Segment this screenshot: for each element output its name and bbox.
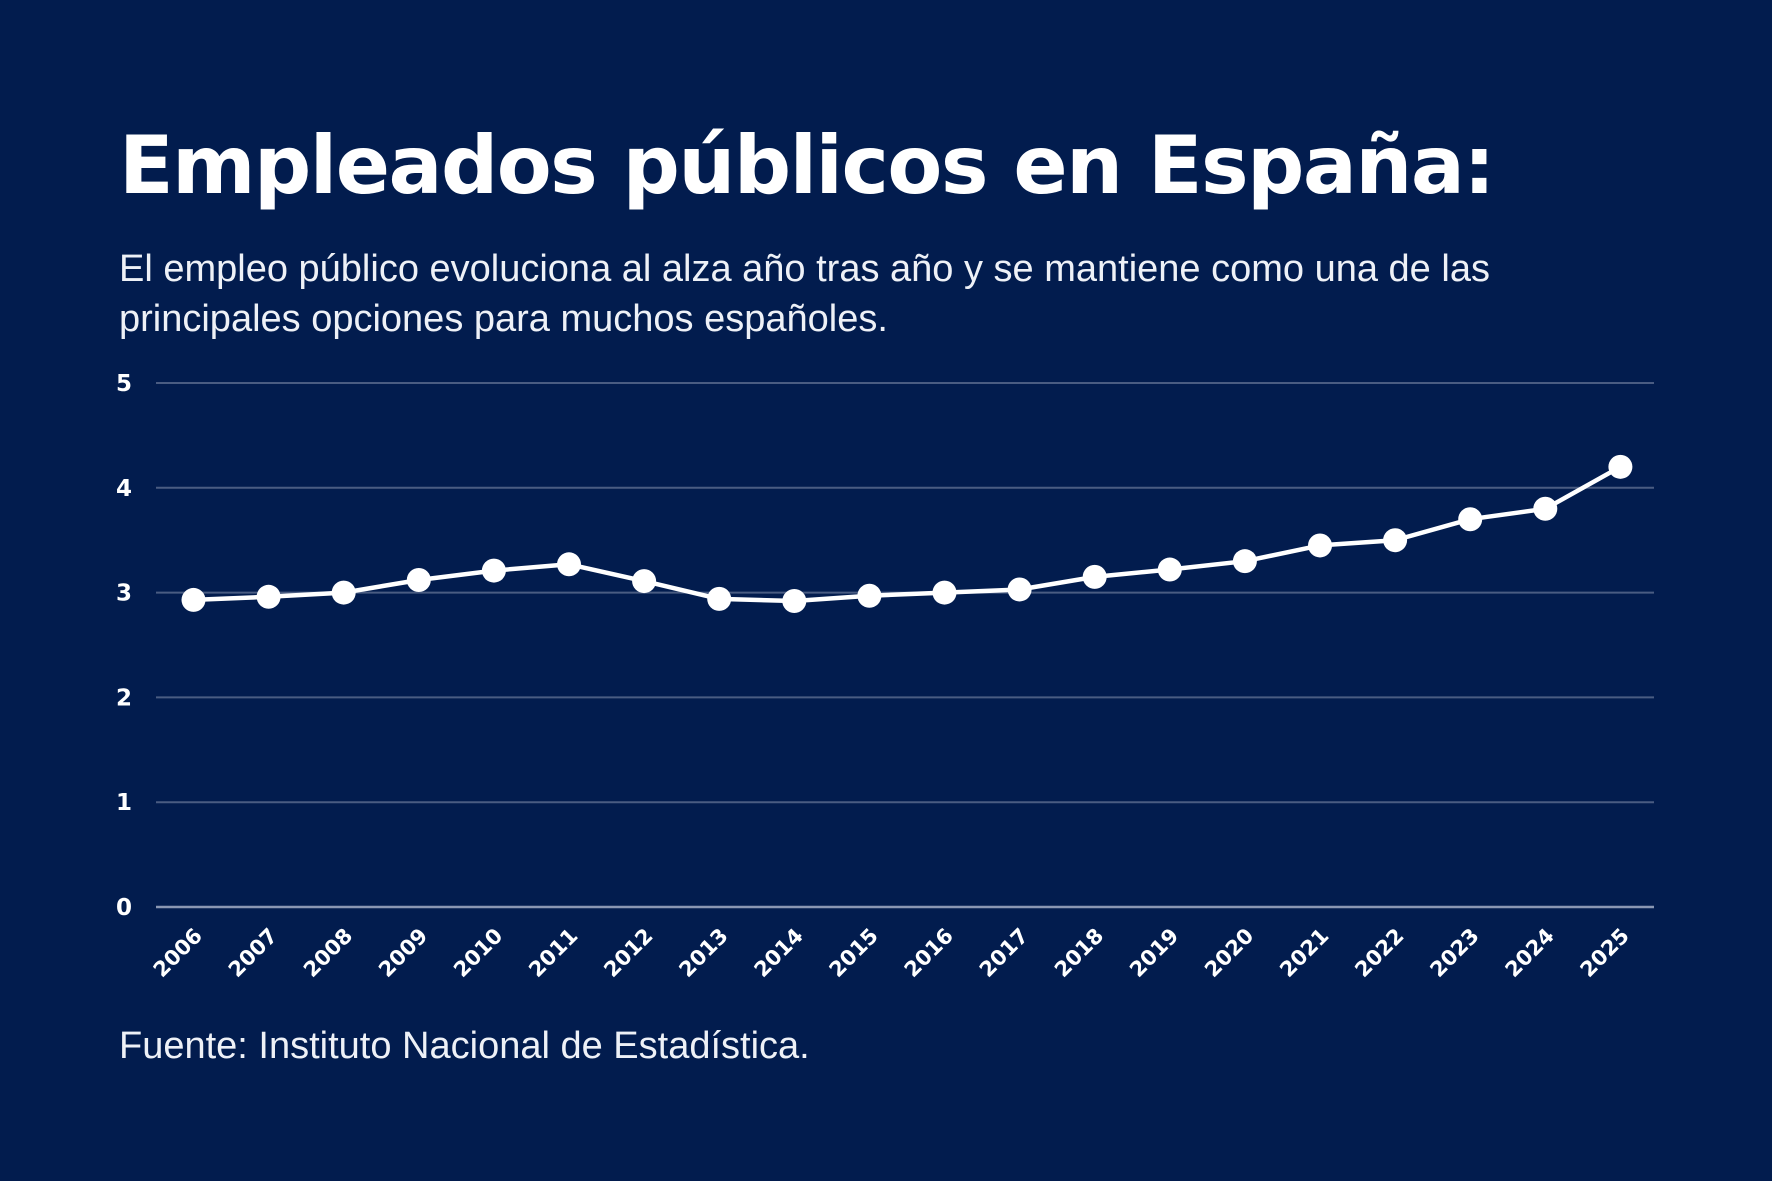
series-line xyxy=(193,464,1622,604)
x-tick-label: 2008 xyxy=(299,924,357,982)
x-tick-label: 2013 xyxy=(674,924,732,982)
y-axis-labels: 0 1 2 3 4 5 xyxy=(116,371,132,921)
data-point-2010 xyxy=(481,558,506,583)
source-note: Fuente: Instituto Nacional de Estadístic… xyxy=(119,1025,810,1067)
x-tick-label: 2006 xyxy=(149,924,207,982)
x-tick-label: 2019 xyxy=(1125,924,1183,982)
data-point-2009 xyxy=(406,568,431,593)
y-tick-label: 3 xyxy=(116,581,132,607)
data-point-2017 xyxy=(1007,577,1032,602)
x-tick-label: 2024 xyxy=(1501,924,1559,982)
x-tick-label: 2014 xyxy=(750,924,808,982)
x-tick-label: 2021 xyxy=(1275,924,1333,982)
data-point-2016 xyxy=(932,580,957,605)
data-point-2020 xyxy=(1232,549,1257,574)
x-tick-label: 2011 xyxy=(524,924,582,982)
x-tick-label: 2012 xyxy=(599,924,657,982)
data-point-2012 xyxy=(632,569,657,594)
page-subtitle: El empleo público evoluciona al alza año… xyxy=(119,248,1490,340)
data-point-2024 xyxy=(1533,496,1558,521)
data-point-2006 xyxy=(181,587,206,612)
x-axis-labels: 2006 2007 2008 2009 2010 2011 2012 2013 2014 2015… xyxy=(149,924,1634,982)
data-point-2014 xyxy=(782,588,807,613)
y-tick-label: 5 xyxy=(116,371,132,397)
data-point-2019 xyxy=(1157,557,1182,582)
x-tick-label: 2016 xyxy=(900,924,958,982)
series-employees xyxy=(181,454,1633,613)
y-tick-label: 2 xyxy=(116,685,132,711)
gridlines xyxy=(156,382,1654,909)
x-tick-label: 2015 xyxy=(825,924,883,982)
data-point-2007 xyxy=(256,584,281,609)
x-tick-label: 2023 xyxy=(1425,924,1483,982)
x-tick-label: 2025 xyxy=(1576,924,1634,982)
y-tick-label: 0 xyxy=(116,895,132,921)
data-point-2008 xyxy=(331,580,356,605)
x-tick-label: 2007 xyxy=(224,924,282,982)
data-point-2015 xyxy=(857,583,882,608)
x-tick-label: 2022 xyxy=(1350,924,1408,982)
data-point-2011 xyxy=(557,552,581,577)
x-tick-label: 2018 xyxy=(1050,924,1108,982)
data-point-2021 xyxy=(1308,533,1332,558)
data-point-2018 xyxy=(1082,564,1107,589)
x-tick-label: 2017 xyxy=(975,924,1033,982)
data-point-2013 xyxy=(707,586,732,611)
y-tick-label: 4 xyxy=(116,476,132,502)
data-point-2023 xyxy=(1458,507,1483,532)
data-point-2022 xyxy=(1383,528,1408,553)
page-title: Empleados públicos en España: xyxy=(119,119,1495,212)
y-tick-label: 1 xyxy=(116,790,132,816)
x-tick-label: 2020 xyxy=(1200,924,1258,982)
x-tick-label: 2010 xyxy=(449,924,507,982)
data-point-2025 xyxy=(1608,454,1633,479)
x-tick-label: 2009 xyxy=(374,924,432,982)
